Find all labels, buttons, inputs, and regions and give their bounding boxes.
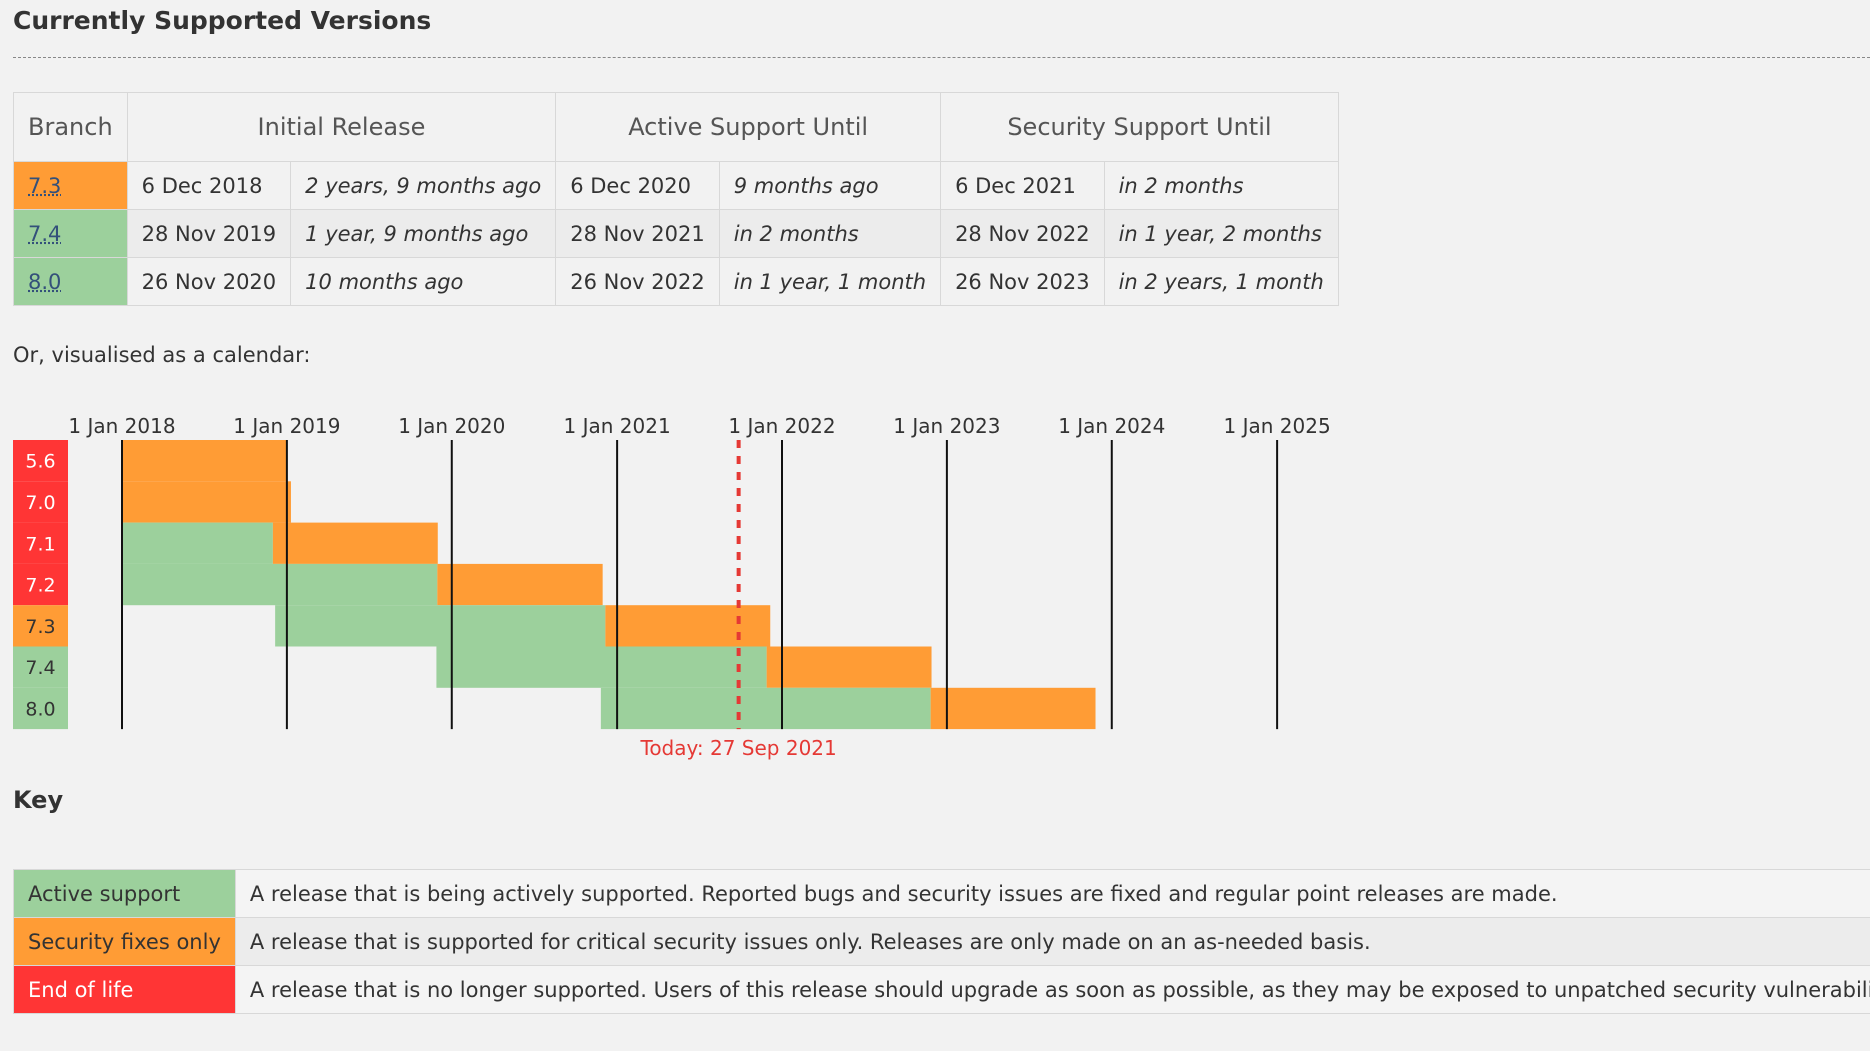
title-divider: [13, 57, 1870, 58]
active-relative: 9 months ago: [718, 161, 942, 210]
header-active-support: Active Support Until: [555, 92, 942, 162]
year-tick-label: 1 Jan 2024: [1058, 414, 1165, 438]
security-support-bar: [930, 687, 1096, 730]
security-support-bar: [122, 440, 287, 482]
branch-label: 5.6: [25, 451, 55, 473]
release-date: 26 Nov 2020: [126, 257, 292, 306]
security-support-bar: [605, 605, 771, 647]
branch-label-bg: [13, 522, 68, 564]
security-support-bar: [766, 646, 932, 688]
security-support-bar: [122, 481, 291, 523]
key-row-active: Active support A release that is being a…: [13, 869, 1870, 918]
branch-label: 7.1: [25, 533, 55, 555]
year-tick-label: 1 Jan 2019: [233, 414, 340, 438]
active-relative: in 2 months: [718, 209, 942, 258]
active-support-bar: [122, 563, 438, 606]
year-tick-label: 1 Jan 2023: [893, 414, 1000, 438]
active-relative: in 1 year, 1 month: [718, 257, 942, 306]
release-date: 28 Nov 2019: [126, 209, 292, 258]
key-row-security: Security fixes only A release that is su…: [13, 917, 1870, 966]
release-ago: 1 year, 9 months ago: [290, 209, 557, 258]
branch-label: 8.0: [25, 698, 55, 720]
calendar-intro: Or, visualised as a calendar:: [13, 343, 311, 367]
active-support-bar: [600, 687, 931, 730]
table-header-row: Branch Initial Release Active Support Un…: [13, 92, 1339, 162]
branch-cell: 8.0: [13, 257, 128, 306]
year-tick-label: 1 Jan 2018: [68, 414, 175, 438]
active-support-bar: [436, 646, 767, 688]
active-support-bar: [122, 522, 273, 564]
year-tick-label: 1 Jan 2025: [1224, 414, 1331, 438]
versions-table: Branch Initial Release Active Support Un…: [13, 92, 1339, 306]
key-row-eol: End of life A release that is no longer …: [13, 965, 1870, 1014]
branch-label: 7.2: [25, 575, 55, 597]
branch-link-7-4[interactable]: 7.4: [28, 221, 62, 246]
year-tick-label: 1 Jan 2020: [398, 414, 505, 438]
branch-label-bg: [13, 440, 68, 482]
key-description-security: A release that is supported for critical…: [234, 917, 1870, 966]
branch-cell: 7.4: [13, 209, 128, 258]
security-date: 6 Dec 2021: [940, 161, 1105, 210]
active-support-bar: [275, 605, 606, 647]
active-date: 28 Nov 2021: [555, 209, 720, 258]
active-date: 6 Dec 2020: [555, 161, 720, 210]
header-security-support: Security Support Until: [940, 92, 1339, 162]
table-row: 7.3 6 Dec 2018 2 years, 9 months ago 6 D…: [13, 161, 1339, 210]
branch-label: 7.0: [25, 492, 55, 514]
year-tick-label: 1 Jan 2021: [564, 414, 671, 438]
branch-label: 7.4: [25, 657, 55, 679]
active-date: 26 Nov 2022: [555, 257, 720, 306]
key-description-active: A release that is being actively support…: [234, 869, 1870, 918]
release-ago: 2 years, 9 months ago: [290, 161, 557, 210]
security-support-bar: [272, 522, 438, 564]
key-label-active: Active support: [13, 869, 236, 918]
security-support-bar: [437, 563, 603, 606]
branch-cell: 7.3: [13, 161, 128, 210]
security-date: 26 Nov 2023: [940, 257, 1105, 306]
table-row: 8.0 26 Nov 2020 10 months ago 26 Nov 202…: [13, 257, 1339, 306]
branch-link-8-0[interactable]: 8.0: [28, 269, 62, 294]
branch-label-bg: [13, 481, 68, 523]
branch-label-bg: [13, 646, 68, 688]
page-title: Currently Supported Versions: [13, 6, 432, 35]
security-relative: in 1 year, 2 months: [1103, 209, 1339, 258]
security-relative: in 2 years, 1 month: [1103, 257, 1339, 306]
table-row: 7.4 28 Nov 2019 1 year, 9 months ago 28 …: [13, 209, 1339, 258]
support-calendar-chart: 5.6 7.0 7.1 7.2 7.3 7.4 8.0 1 Jan 2018 1 Jan 201…: [13, 414, 1331, 760]
key-label-security: Security fixes only: [13, 917, 236, 966]
security-relative: in 2 months: [1103, 161, 1339, 210]
key-title: Key: [13, 786, 64, 814]
branch-label-bg: [13, 563, 68, 606]
branch-label-bg: [13, 605, 68, 647]
branch-link-7-3[interactable]: 7.3: [28, 173, 62, 198]
year-tick-label: 1 Jan 2022: [728, 414, 835, 438]
branch-label-bg: [13, 687, 68, 730]
header-initial-release: Initial Release: [126, 92, 557, 162]
today-label: Today: 27 Sep 2021: [640, 736, 837, 760]
key-table: Active support A release that is being a…: [13, 869, 1870, 1014]
release-ago: 10 months ago: [290, 257, 557, 306]
release-date: 6 Dec 2018: [126, 161, 292, 210]
key-label-eol: End of life: [13, 965, 236, 1014]
branch-label: 7.3: [25, 616, 55, 638]
header-branch: Branch: [13, 92, 128, 162]
key-description-eol: A release that is no longer supported. U…: [234, 965, 1870, 1014]
security-date: 28 Nov 2022: [940, 209, 1105, 258]
